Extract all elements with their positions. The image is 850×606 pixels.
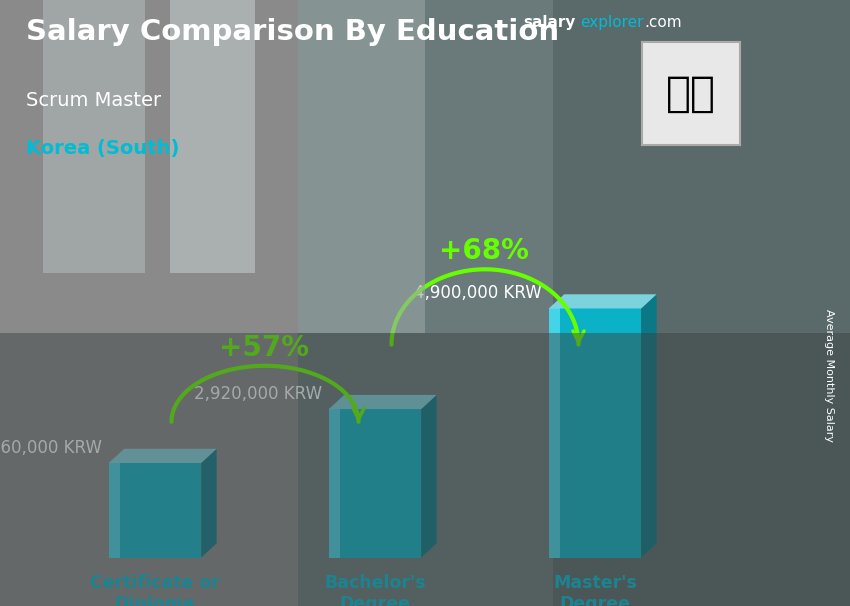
Bar bbox=[329, 409, 340, 558]
Text: +57%: +57% bbox=[218, 334, 309, 362]
Bar bbox=[549, 308, 641, 558]
Text: .com: .com bbox=[644, 15, 682, 30]
Text: explorer: explorer bbox=[581, 15, 644, 30]
Text: 1,860,000 KRW: 1,860,000 KRW bbox=[0, 439, 102, 457]
Polygon shape bbox=[329, 395, 437, 409]
Text: Average Monthly Salary: Average Monthly Salary bbox=[824, 309, 834, 442]
Text: 2,920,000 KRW: 2,920,000 KRW bbox=[194, 385, 322, 403]
Polygon shape bbox=[422, 395, 437, 558]
Text: +68%: +68% bbox=[439, 238, 529, 265]
Polygon shape bbox=[201, 449, 217, 558]
Text: Salary Comparison By Education: Salary Comparison By Education bbox=[26, 18, 558, 46]
Bar bbox=[549, 308, 560, 558]
Polygon shape bbox=[549, 295, 656, 308]
Bar bbox=[109, 463, 120, 558]
Text: Scrum Master: Scrum Master bbox=[26, 91, 161, 110]
Text: salary: salary bbox=[523, 15, 575, 30]
Polygon shape bbox=[109, 449, 217, 463]
Polygon shape bbox=[641, 295, 656, 558]
Text: 🇰🇷: 🇰🇷 bbox=[666, 73, 716, 115]
Bar bbox=[109, 463, 201, 558]
Text: 4,900,000 KRW: 4,900,000 KRW bbox=[414, 284, 542, 302]
Bar bbox=[329, 409, 422, 558]
Text: Korea (South): Korea (South) bbox=[26, 139, 178, 158]
